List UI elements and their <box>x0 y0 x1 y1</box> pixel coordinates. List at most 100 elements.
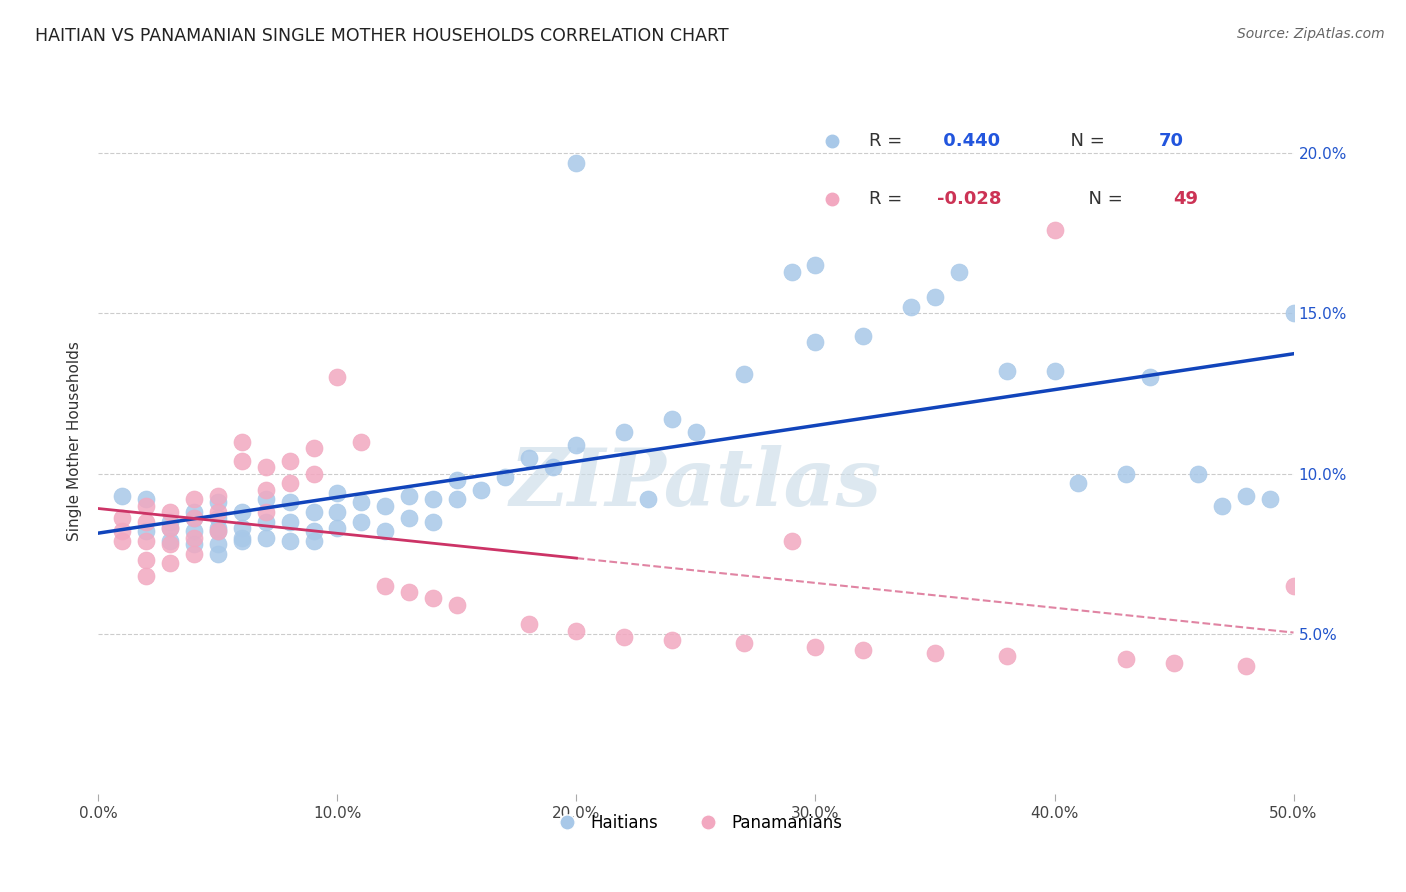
Point <box>565 624 588 638</box>
Point <box>207 524 229 539</box>
Point <box>183 531 205 545</box>
Point <box>398 585 420 599</box>
Point <box>613 425 636 439</box>
Point <box>159 515 181 529</box>
Point <box>804 640 827 654</box>
Point <box>231 521 253 535</box>
Point <box>207 495 229 509</box>
Point <box>231 505 253 519</box>
Point <box>661 633 683 648</box>
Point <box>254 531 277 545</box>
Point <box>948 265 970 279</box>
Point <box>1067 476 1090 491</box>
Point <box>565 156 588 170</box>
Point <box>350 515 373 529</box>
Point <box>565 438 588 452</box>
Point <box>1211 499 1233 513</box>
Point <box>207 489 229 503</box>
Point <box>422 492 444 507</box>
Point <box>135 553 157 567</box>
Point <box>685 425 707 439</box>
Point <box>470 483 492 497</box>
Point <box>111 489 134 503</box>
Point <box>254 460 277 475</box>
Point <box>326 485 349 500</box>
Point <box>326 505 349 519</box>
Point <box>350 495 373 509</box>
Point <box>517 450 540 465</box>
Point <box>661 412 683 426</box>
Point <box>135 569 157 583</box>
Point <box>231 434 253 449</box>
Point <box>302 441 325 455</box>
Point <box>1139 370 1161 384</box>
Point <box>398 511 420 525</box>
Point <box>1115 467 1137 481</box>
Point <box>374 579 396 593</box>
Point <box>326 521 349 535</box>
Point <box>1282 579 1305 593</box>
Point <box>135 515 157 529</box>
Point <box>278 515 301 529</box>
Point <box>1234 658 1257 673</box>
Point <box>278 495 301 509</box>
Point <box>446 492 468 507</box>
Point <box>183 524 205 539</box>
Point <box>995 364 1018 378</box>
Point <box>135 499 157 513</box>
Point <box>159 521 181 535</box>
Point <box>446 598 468 612</box>
Point <box>422 591 444 606</box>
Point <box>350 434 373 449</box>
Point <box>207 511 229 525</box>
Point <box>278 454 301 468</box>
Text: HAITIAN VS PANAMANIAN SINGLE MOTHER HOUSEHOLDS CORRELATION CHART: HAITIAN VS PANAMANIAN SINGLE MOTHER HOUS… <box>35 27 728 45</box>
Point <box>637 492 659 507</box>
Point <box>159 521 181 535</box>
Point <box>278 533 301 548</box>
Y-axis label: Single Mother Households: Single Mother Households <box>67 342 83 541</box>
Point <box>804 335 827 350</box>
Point <box>541 460 564 475</box>
Point <box>852 328 875 343</box>
Text: Source: ZipAtlas.com: Source: ZipAtlas.com <box>1237 27 1385 41</box>
Point <box>302 524 325 539</box>
Point <box>780 265 803 279</box>
Point <box>254 483 277 497</box>
Point <box>159 537 181 551</box>
Point <box>1187 467 1209 481</box>
Point <box>924 290 946 304</box>
Point <box>254 505 277 519</box>
Point <box>446 473 468 487</box>
Point <box>207 524 229 539</box>
Point <box>207 521 229 535</box>
Point <box>135 533 157 548</box>
Point <box>326 370 349 384</box>
Point <box>398 489 420 503</box>
Point <box>924 646 946 660</box>
Point <box>900 300 922 314</box>
Point <box>517 617 540 632</box>
Point <box>207 505 229 519</box>
Point <box>780 533 803 548</box>
Point <box>302 467 325 481</box>
Point <box>852 642 875 657</box>
Point <box>1115 652 1137 666</box>
Point <box>207 547 229 561</box>
Point <box>159 505 181 519</box>
Point <box>254 515 277 529</box>
Point <box>135 524 157 539</box>
Point <box>231 533 253 548</box>
Point <box>135 492 157 507</box>
Point <box>494 469 516 483</box>
Point <box>1282 306 1305 320</box>
Point <box>733 636 755 650</box>
Point <box>183 511 205 525</box>
Point <box>302 505 325 519</box>
Point <box>1043 364 1066 378</box>
Point <box>111 511 134 525</box>
Point <box>183 492 205 507</box>
Text: ZIPatlas: ZIPatlas <box>510 445 882 523</box>
Point <box>1163 656 1185 670</box>
Point <box>1043 223 1066 237</box>
